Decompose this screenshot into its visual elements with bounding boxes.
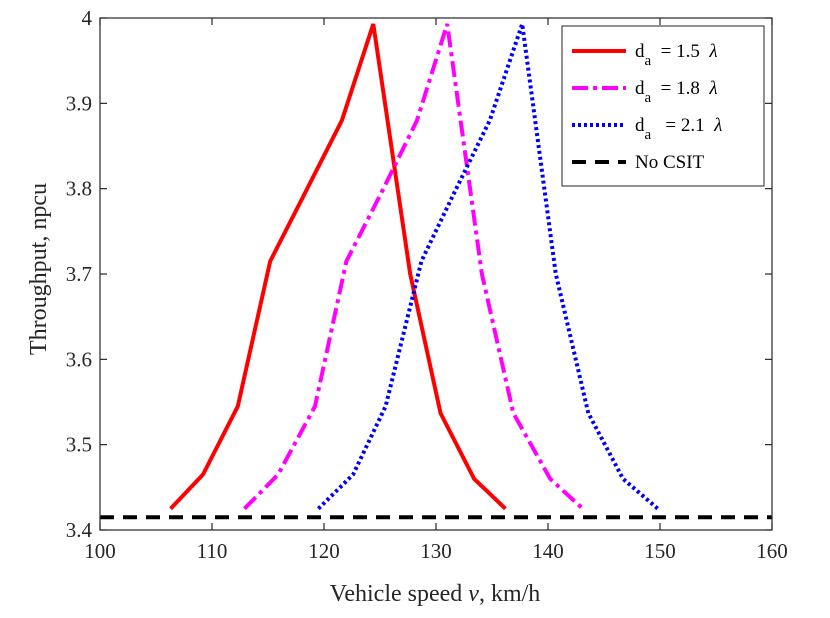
legend-label-subscript: a: [645, 90, 652, 106]
axes: [99, 17, 773, 531]
legend-label-base: d: [635, 41, 645, 62]
legend-label-base: d: [635, 115, 645, 136]
legend-label-subscript: a: [645, 53, 652, 69]
x-tick-label: 100: [84, 539, 116, 563]
legend-label-value: = 2.1: [651, 115, 709, 136]
x-tick-label: 140: [532, 539, 564, 563]
legend-entry-2: da = 1.8 λ: [635, 78, 718, 106]
y-tick-label: 3.4: [66, 518, 93, 542]
legend: da = 1.5 λda = 1.8 λda = 2.1 λNo CSIT: [561, 25, 765, 187]
y-tick-label: 4: [82, 6, 93, 30]
x-tick-label: 130: [420, 539, 452, 563]
x-axis-title-prefix: Vehicle speed: [330, 581, 469, 607]
x-axis-title: Vehicle speed v, km/h: [330, 581, 541, 607]
y-axis-title: Throughput, npcu: [26, 183, 52, 355]
x-axis-title-suffix: , km/h: [479, 581, 540, 607]
legend-entry-4: No CSIT: [635, 152, 705, 173]
y-tick-label: 3.7: [66, 262, 92, 286]
legend-label-value: = 1.8: [651, 78, 704, 99]
legend-label-base: d: [635, 78, 645, 99]
x-tick-label: 160: [756, 539, 788, 563]
tick-labels: 100 110 120 130 140 150 160 3.4 3.5 3.6 3.7 3.8 3.9 4: [66, 6, 788, 563]
y-tick-label: 3.5: [66, 433, 92, 457]
plot-lines: [100, 23, 772, 520]
y-tick-label: 3.9: [66, 91, 92, 115]
x-tick-label: 110: [197, 539, 228, 563]
y-tick-label: 3.8: [66, 177, 92, 201]
series-line-1: [169, 23, 507, 511]
legend-label-lambda: λ: [709, 115, 722, 136]
legend-label-lambda: λ: [705, 78, 718, 99]
legend-entry-1: da = 1.5 λ: [635, 41, 718, 69]
legend-label-value: = 1.5: [651, 41, 704, 62]
series-line-2: [243, 23, 585, 511]
legend-label-base: No CSIT: [635, 152, 705, 173]
legend-label-lambda: λ: [705, 41, 718, 62]
y-tick-label: 3.6: [66, 347, 92, 371]
x-axis-title-variable: v: [468, 581, 479, 607]
legend-entry-3: da = 2.1 λ: [635, 115, 722, 143]
legend-label-subscript: a: [645, 127, 652, 143]
x-tick-label: 150: [644, 539, 676, 563]
x-tick-label: 120: [308, 539, 340, 563]
